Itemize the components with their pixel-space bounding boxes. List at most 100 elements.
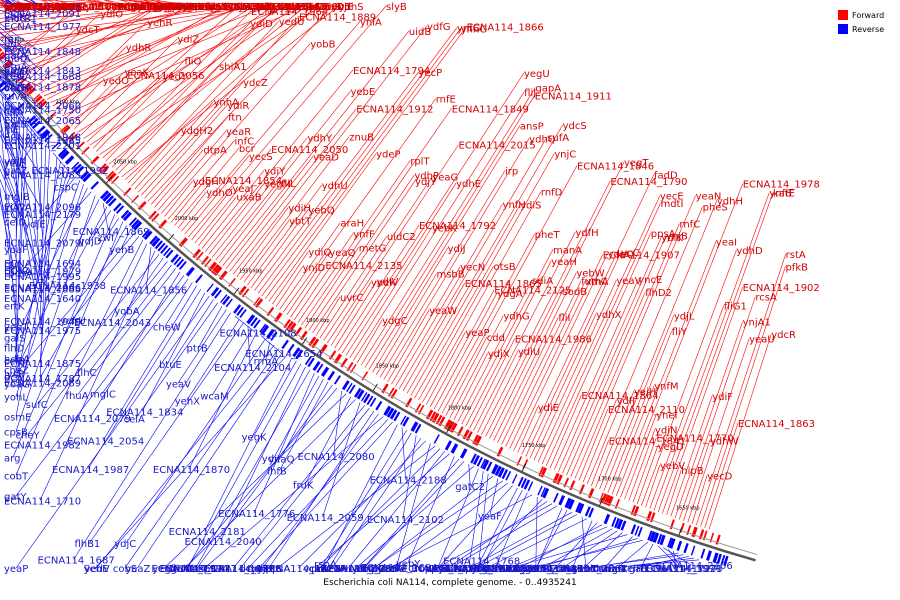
scale-tick xyxy=(521,463,526,472)
forward-gene-label: lpp xyxy=(186,2,201,13)
reverse-gene-label: mtrB xyxy=(247,564,272,575)
label-connector-line xyxy=(0,68,41,87)
label-connector-line xyxy=(71,71,125,126)
reverse-gene-label: selD xyxy=(579,564,601,575)
reverse-gene-label: osmE xyxy=(4,413,31,424)
forward-gene-label: fumC xyxy=(581,277,608,288)
label-connector-line xyxy=(174,147,240,226)
reverse-gene-label: ECNA114_2040 xyxy=(185,537,262,548)
forward-gene-label: ydiY xyxy=(264,166,286,177)
reverse-gene-label: fhuA xyxy=(65,391,88,402)
reverse-gene-label: ECNA114_2103 xyxy=(519,564,596,575)
reverse-gene-feature xyxy=(36,125,46,135)
reverse-gene-label: rffH2 xyxy=(4,266,29,277)
forward-gene-label: ydhX xyxy=(596,310,622,321)
reverse-gene-label: ECNA114_1897 xyxy=(433,564,510,575)
reverse-gene-feature xyxy=(206,283,214,293)
label-connector-line xyxy=(52,5,225,107)
forward-gene-label: yeaW xyxy=(429,306,457,317)
reverse-gene-feature xyxy=(79,170,90,180)
label-connector-line xyxy=(215,90,351,261)
label-connector-line xyxy=(229,108,357,272)
label-connector-line xyxy=(64,79,103,120)
label-connector-line xyxy=(218,182,282,264)
reverse-gene-label: yehU xyxy=(60,316,86,327)
label-connector-line xyxy=(562,235,667,474)
label-connector-line xyxy=(319,235,388,339)
reverse-gene-label: fecD1 xyxy=(4,2,33,13)
reverse-gene-feature xyxy=(676,540,683,551)
reverse-gene-label: cheY xyxy=(16,431,41,442)
reverse-gene-feature xyxy=(393,411,401,422)
reverse-gene-feature xyxy=(71,161,80,170)
reverse-gene-label: ECNA114_2106 xyxy=(656,561,733,572)
reverse-gene-label: fruK xyxy=(293,481,314,492)
forward-gene-label: ECNA114_1978 xyxy=(743,180,820,191)
label-connector-line xyxy=(117,0,186,7)
label-connector-line xyxy=(457,280,533,423)
label-connector-line xyxy=(387,309,430,382)
reverse-gene-label: ECNA114_1787 xyxy=(4,374,81,385)
label-connector-line xyxy=(509,254,604,449)
label-connector-line xyxy=(330,281,372,346)
reverse-gene-label: ECNA114_2082 xyxy=(4,2,81,13)
reverse-gene-label: vcaT xyxy=(303,564,328,575)
reverse-gene-feature xyxy=(716,553,722,565)
label-connector-line xyxy=(624,414,657,500)
reverse-gene-feature xyxy=(517,476,524,487)
label-connector-line xyxy=(272,251,309,305)
forward-gene-label: ydhO xyxy=(206,188,233,199)
scale-tick-label: 2050 kbp xyxy=(114,159,138,165)
reverse-gene-label: znuA xyxy=(525,564,550,575)
reverse-gene-label: wcaC xyxy=(4,43,31,54)
forward-gene-label: yeaH xyxy=(551,257,577,268)
label-connector-line xyxy=(92,75,163,149)
reverse-gene-feature xyxy=(657,533,663,545)
label-connector-line xyxy=(5,100,41,146)
scale-tick xyxy=(599,497,604,506)
reverse-gene-feature xyxy=(402,416,410,427)
reverse-gene-feature xyxy=(472,454,480,466)
label-connector-line xyxy=(320,430,407,569)
forward-gene-label: yeaJ xyxy=(232,184,253,195)
forward-gene-label: ECNA114_1907 xyxy=(603,251,680,262)
reverse-gene-feature xyxy=(553,492,559,503)
reverse-gene-label: ECNA114_1885 xyxy=(4,285,81,296)
forward-gene-label: xthA xyxy=(585,277,608,288)
label-connector-line xyxy=(34,5,160,87)
label-connector-line xyxy=(128,20,279,184)
label-connector-line xyxy=(5,5,203,53)
label-connector-line xyxy=(28,13,101,80)
reverse-gene-feature xyxy=(281,339,289,350)
forward-gene-label: ECNA114_1849 xyxy=(452,104,529,115)
reverse-gene-feature xyxy=(630,524,637,535)
forward-gene-label: yniD xyxy=(23,2,46,13)
reverse-gene-feature xyxy=(57,148,68,158)
genome-backbone-arc xyxy=(0,67,756,562)
forward-gene-label: yniB xyxy=(304,2,326,13)
reverse-gene-label: yeiE xyxy=(4,159,25,170)
forward-gene-label: ydjZ xyxy=(8,2,30,13)
reverse-gene-feature xyxy=(520,478,527,489)
label-connector-line xyxy=(581,516,587,569)
label-connector-line xyxy=(260,335,282,354)
reverse-gene-feature xyxy=(0,84,9,93)
reverse-gene-label: ydjD xyxy=(79,237,102,248)
reverse-gene-feature xyxy=(616,518,624,530)
reverse-gene-label: yehZ xyxy=(352,564,377,575)
label-connector-line xyxy=(554,279,639,470)
reverse-gene-feature xyxy=(637,526,643,537)
label-connector-line xyxy=(375,273,437,375)
label-connector-line xyxy=(323,176,433,341)
label-connector-line xyxy=(15,232,136,374)
reverse-gene-feature xyxy=(668,538,676,549)
reverse-gene-label: ECNA114_1989 xyxy=(320,564,397,575)
reverse-gene-feature xyxy=(700,548,706,559)
label-connector-line xyxy=(0,58,17,72)
label-connector-line xyxy=(0,178,17,222)
label-connector-line xyxy=(636,446,658,505)
reverse-gene-feature xyxy=(366,395,374,406)
reverse-gene-label: vedV xyxy=(85,564,110,575)
forward-gene-label: ydiV xyxy=(377,277,399,288)
